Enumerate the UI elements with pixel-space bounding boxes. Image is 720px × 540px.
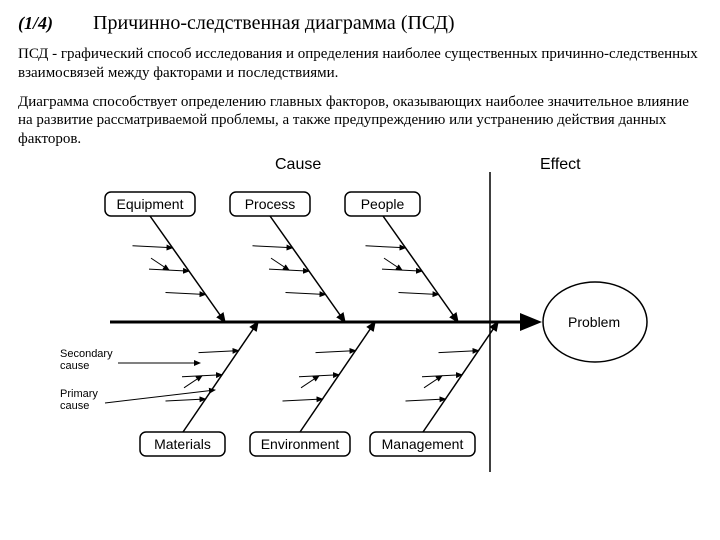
primary-cause-label-1: Primary (60, 388, 98, 400)
page-title: Причинно-следственная диаграмма (ПСД) (93, 12, 455, 35)
sub-cause-arrow (316, 350, 356, 352)
sub-cause-arrow (422, 375, 462, 377)
primary-cause-pointer (105, 390, 215, 403)
secondary-cause-label-2: cause (60, 360, 89, 372)
sub-cause-arrow (166, 292, 206, 294)
tertiary-cause-arrow (424, 376, 442, 388)
sub-cause-arrow (166, 399, 206, 401)
fishbone-diagram: Cause Effect Problem Equipment Process Peo… (18, 157, 702, 487)
bone-line (423, 322, 498, 432)
bone-line (270, 216, 345, 322)
tertiary-cause-arrow (271, 258, 289, 270)
secondary-cause-label-1: Secondary (60, 348, 113, 360)
effect-label: Effect (540, 157, 581, 173)
sub-cause-arrow (133, 246, 173, 248)
sub-cause-arrow (253, 246, 293, 248)
primary-cause-label-2: cause (60, 400, 89, 412)
sub-cause-arrow (299, 375, 339, 377)
intro-paragraph-2: Диаграмма способствует определению главн… (18, 93, 702, 149)
cause-label: Cause (275, 157, 321, 173)
intro-paragraph-1: ПСД - графический способ исследования и … (18, 45, 702, 83)
sub-cause-arrow (283, 399, 323, 401)
category-label: People (361, 196, 405, 212)
bone-line (183, 322, 258, 432)
sub-cause-arrow (399, 292, 439, 294)
category-label: Management (382, 436, 464, 452)
bone-line (383, 216, 458, 322)
sub-cause-arrow (366, 246, 406, 248)
tertiary-cause-arrow (384, 258, 402, 270)
tertiary-cause-arrow (151, 258, 169, 270)
category-label: Equipment (117, 196, 184, 212)
sub-cause-arrow (286, 292, 326, 294)
category-label: Process (245, 196, 296, 212)
bone-line (300, 322, 375, 432)
category-label: Environment (261, 436, 340, 452)
sub-cause-arrow (199, 350, 239, 352)
sub-cause-arrow (406, 399, 446, 401)
page-number: (1/4) (18, 13, 53, 34)
tertiary-cause-arrow (301, 376, 319, 388)
sub-cause-arrow (439, 350, 479, 352)
effect-node-label: Problem (568, 314, 620, 330)
tertiary-cause-arrow (184, 376, 202, 388)
category-label: Materials (154, 436, 211, 452)
spine-arrowhead (520, 313, 542, 331)
bone-line (150, 216, 225, 322)
sub-cause-arrow (182, 375, 222, 377)
